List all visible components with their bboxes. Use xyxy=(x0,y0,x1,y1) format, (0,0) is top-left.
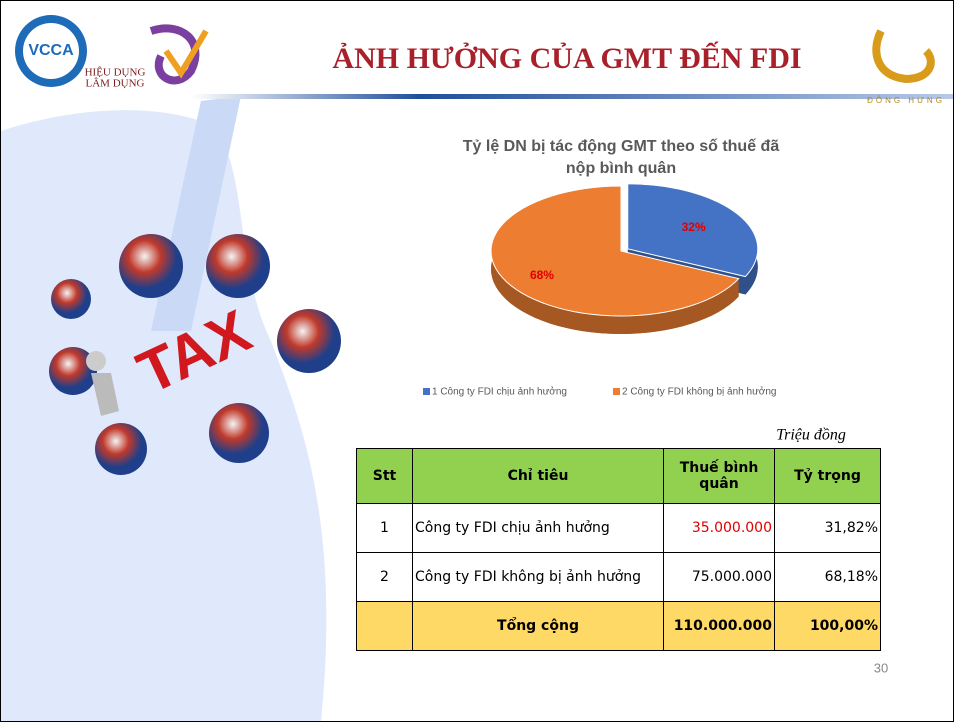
slide-title: ẢNH HƯỞNG CỦA GMT ĐẾN FDI xyxy=(332,41,801,75)
table-row: 1 Công ty FDI chịu ảnh hưởng 35.000.000 … xyxy=(356,503,881,553)
data-label: 32% xyxy=(682,220,706,234)
figure-head xyxy=(86,351,106,371)
background-shape xyxy=(1,110,327,721)
pie: 32% 68% xyxy=(490,183,759,334)
cell: 2 xyxy=(356,552,413,602)
legend-swatch xyxy=(423,388,430,395)
data-label: 68% xyxy=(530,268,554,282)
logo-right-mark xyxy=(872,29,935,84)
globe xyxy=(277,309,341,373)
pie-slice xyxy=(627,183,759,278)
header-cell: Chỉ tiêu xyxy=(412,448,664,504)
cell: Công ty FDI không bị ảnh hưởng xyxy=(412,552,664,602)
cell: 68,18% xyxy=(774,552,881,602)
legend: 1 Công ty FDI chịu ảnh hưởng 2 Công ty FD… xyxy=(423,386,776,398)
cell: 110.000.000 xyxy=(663,601,775,651)
legend-label: 1 Công ty FDI chịu ảnh hưởng xyxy=(432,386,567,398)
cell: 35.000.000 xyxy=(663,503,775,553)
page-number: 30 xyxy=(874,660,888,675)
table-row: 2 Công ty FDI không bị ảnh hưởng 75.000.… xyxy=(356,552,881,602)
logo-text: LÂM DỤNG xyxy=(86,78,145,90)
header-cell: Tỷ trọng xyxy=(774,448,881,504)
globe xyxy=(209,403,269,463)
header-rule xyxy=(191,94,953,99)
logo-swirl xyxy=(149,24,200,85)
globe xyxy=(49,347,97,395)
header-cell: Thuế bình quân xyxy=(663,448,775,504)
unit-label: Triệu đồng xyxy=(776,427,846,444)
globe xyxy=(119,234,183,298)
figure-body xyxy=(91,373,119,416)
cell: 31,82% xyxy=(774,503,881,553)
cell xyxy=(356,601,413,651)
globe xyxy=(51,279,91,319)
chart-title: Tỷ lệ DN bị tác động GMT theo số thuế đã… xyxy=(462,138,780,177)
logo-vcca-inner xyxy=(23,23,79,79)
logo-right-text: ĐÔNG HƯNG xyxy=(867,96,945,105)
logo-text: VCCA xyxy=(28,42,74,59)
header-cell: Stt xyxy=(356,448,413,504)
globe xyxy=(206,234,270,298)
pie-slice xyxy=(490,185,740,317)
cell: Công ty FDI chịu ảnh hưởng xyxy=(412,503,664,553)
table-total-row: Tổng cộng 110.000.000 100,00% xyxy=(356,601,881,651)
logo-check xyxy=(163,29,209,79)
legend-label: 2 Công ty FDI không bị ảnh hưởng xyxy=(622,386,776,398)
globe xyxy=(95,423,147,475)
cell: 100,00% xyxy=(774,601,881,651)
logo-text: HIỆU DỤNG xyxy=(85,67,146,79)
legend-swatch xyxy=(613,388,620,395)
table-header: Stt Chỉ tiêu Thuế bình quân Tỷ trọng xyxy=(356,448,881,504)
cell: 75.000.000 xyxy=(663,552,775,602)
cell: Tổng cộng xyxy=(412,601,664,651)
cell: 1 xyxy=(356,503,413,553)
data-table: Stt Chỉ tiêu Thuế bình quân Tỷ trọng 1 C… xyxy=(356,448,881,651)
chart-title-box: Tỷ lệ DN bị tác động GMT theo số thuế đã… xyxy=(462,138,780,177)
